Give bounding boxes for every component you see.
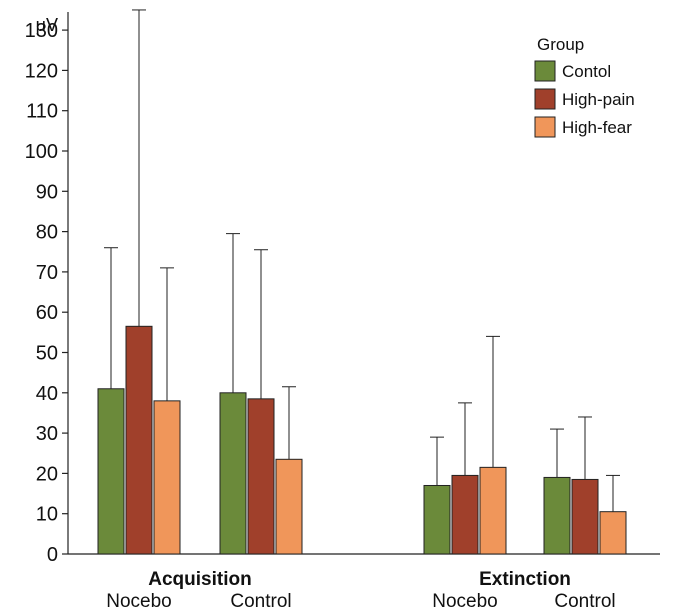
bars <box>97 325 627 555</box>
bar <box>571 478 599 555</box>
y-tick-label: 30 <box>36 423 58 445</box>
bar <box>423 484 451 555</box>
y-tick-label: 80 <box>36 222 58 244</box>
condition-label: Nocebo <box>106 591 172 609</box>
bar <box>543 476 571 555</box>
phase-label: Acquisition <box>148 569 251 590</box>
bar <box>219 392 247 555</box>
y-axis-unit: μV <box>36 15 58 35</box>
bar <box>247 398 275 555</box>
y-tick-label: 120 <box>25 60 58 82</box>
legend-swatch <box>534 60 556 82</box>
legend-label: High-fear <box>562 118 632 137</box>
legend-title: Group <box>537 35 584 54</box>
bar <box>275 458 303 555</box>
bar <box>153 400 181 555</box>
legend: Group Contol High-pain High-fear <box>534 35 635 138</box>
condition-label: Control <box>554 591 615 609</box>
condition-label: Control <box>230 591 291 609</box>
bar <box>125 325 153 555</box>
y-tick-label: 20 <box>36 463 58 485</box>
y-tick-label: 50 <box>36 343 58 365</box>
condition-label: Nocebo <box>432 591 498 609</box>
y-tick-label: 0 <box>47 544 58 566</box>
legend-label: High-pain <box>562 90 635 109</box>
y-tick-label: 40 <box>36 383 58 405</box>
bar <box>479 466 507 555</box>
error-bars <box>104 9 620 512</box>
y-tick-label: 130 <box>25 20 58 42</box>
y-tick-label: 100 <box>25 141 58 163</box>
y-tick-label: 110 <box>26 101 58 123</box>
legend-swatch <box>534 88 556 110</box>
y-tick-label: 60 <box>36 302 58 324</box>
y-tick-label: 90 <box>36 181 58 203</box>
bar <box>97 388 125 555</box>
bar <box>599 511 627 555</box>
legend-swatch <box>534 116 556 138</box>
bar <box>451 474 479 555</box>
y-tick-label: 10 <box>36 504 58 526</box>
legend-label: Contol <box>562 62 611 81</box>
phase-label: Extinction <box>479 569 571 590</box>
y-tick-label: 70 <box>36 262 58 284</box>
